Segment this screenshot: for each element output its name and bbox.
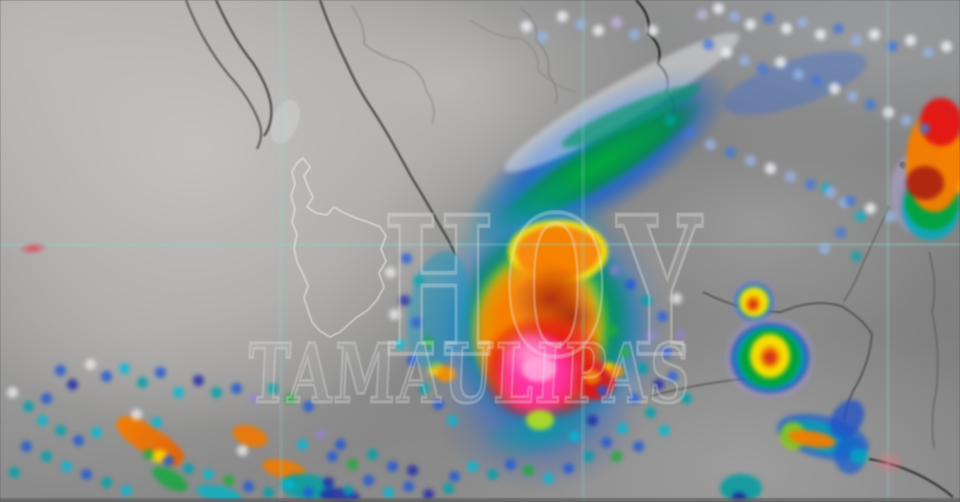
- tamaulipas-state-outline-icon: [290, 156, 388, 339]
- longitude-gridline-1: [279, 0, 283, 502]
- state-border-ne: [843, 205, 890, 302]
- storm-orange-west-dot: [436, 366, 456, 382]
- storm-pink-light-2: [522, 356, 556, 382]
- storm-greenyellow-south-spot: [526, 410, 554, 430]
- longitude-gridline-3: [886, 0, 890, 502]
- coastal-lagoon: [270, 99, 300, 145]
- watermark-text-hoy: HOY: [382, 174, 712, 400]
- cell-tr-red-top: [920, 98, 960, 146]
- cell-c1-red-dot: [749, 300, 757, 309]
- storm-orange-se-dot: [584, 370, 600, 384]
- navy-dot-south: [732, 492, 746, 502]
- red-gridline-marker-bottom-right: [872, 450, 906, 476]
- watermark-text-tamaulipas: TAMAULIPAS: [245, 326, 696, 424]
- state-border-right: [928, 251, 939, 449]
- cyan-patch: [850, 448, 868, 464]
- sw-yellow-dot: [150, 450, 168, 462]
- latitude-gridline: [0, 243, 960, 246]
- baja-east-coastline: [214, 0, 273, 137]
- longitude-gridline-2: [581, 0, 585, 502]
- baja-west-coastline: [185, 0, 263, 150]
- sonora-contour: [351, 5, 435, 125]
- storm-orange-east-dot: [608, 364, 624, 378]
- image-bottom-edge: [0, 498, 960, 502]
- cell-tr-dark-red: [906, 166, 944, 200]
- chihuahua-contour: [469, 19, 577, 93]
- coahuila-contour: [519, 7, 558, 105]
- cell-c2-red: [764, 351, 776, 364]
